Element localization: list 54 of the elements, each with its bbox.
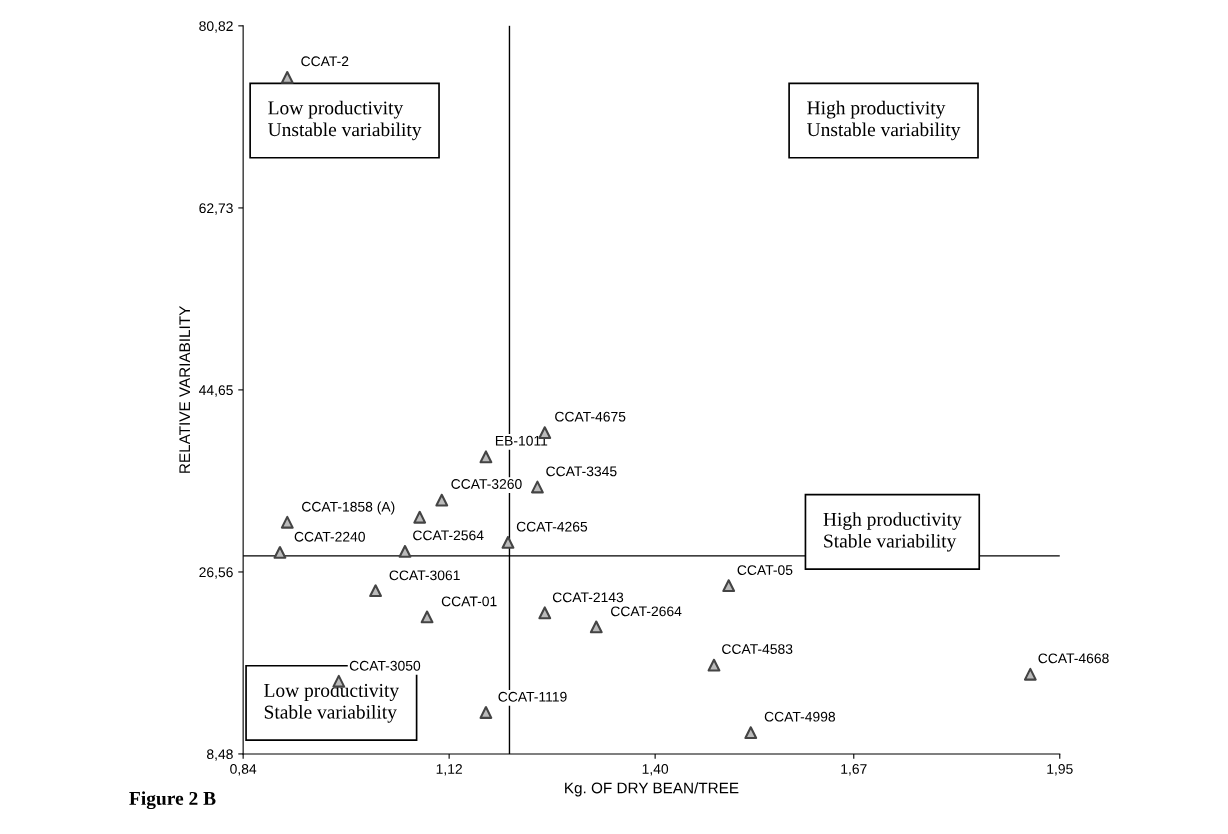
annotation: CCAT-4583 [722,644,793,654]
annotation: CCAT-3345 [546,466,617,477]
annotation: CCAT-4675 [555,411,626,422]
point [1023,667,1037,681]
x-tick-label: 1,40 [642,764,669,776]
point [479,706,493,719]
annotation: CCAT-1858 (A) [302,501,395,515]
annotation: EB-1011 [495,435,548,446]
point [479,450,493,464]
x-axis-title: Kg. OF DRY BEAN/TREE [565,782,739,797]
annotation: High productivity Stable variability [823,512,962,552]
y-tick-label: 26,56 [199,567,233,579]
point [722,579,736,593]
x-tick-label: 1,95 [1047,764,1073,776]
annotation: CCAT-1119 [498,691,567,702]
annotation: CCAT-4998 [764,711,836,722]
y-tick-label: 80,82 [199,21,233,33]
x-tick-label: 1,67 [841,764,867,776]
annotation: CCAT-4265 [516,521,588,532]
annotation: CCAT-3260 [451,479,522,489]
caption: Figure 2 B [129,791,216,810]
annotation: CCAT-2664 [611,606,682,617]
point [501,535,515,549]
point [398,545,412,558]
point [435,493,449,507]
x-tick-label: 1,12 [436,764,462,776]
y-axis-title: RELATIVE VARIABILITY [179,306,190,473]
annotation: Low productivity Stable variability [264,683,400,723]
x-tick-label: 0,84 [230,764,257,776]
annotation: CCAT-3050 [349,660,421,671]
y-tick-label: 62,73 [199,203,233,215]
annotation: CCAT-2240 [294,531,365,542]
point [369,584,382,598]
point [413,510,427,524]
point [538,606,552,620]
point [531,480,544,494]
annotation: High productivity Unstable variability [807,100,961,141]
point [744,726,758,740]
annotation: CCAT-3061 [389,570,460,581]
point [280,70,294,84]
annotation: CCAT-4668 [1038,653,1109,664]
point [280,515,294,529]
y-tick-label: 8,48 [207,749,233,761]
point [420,610,434,624]
annotation: Low productivity Unstable variability [268,100,422,141]
annotation: CCAT-2143 [552,592,624,603]
y-tick-label: 44,65 [198,385,233,397]
point [273,546,287,559]
point [589,620,603,634]
annotation: CCAT-05 [737,565,793,575]
annotation: CCAT-2564 [413,530,484,541]
annotation: CCAT-2 [301,56,349,67]
annotation: CCAT-01 [441,596,497,607]
point [707,658,721,672]
